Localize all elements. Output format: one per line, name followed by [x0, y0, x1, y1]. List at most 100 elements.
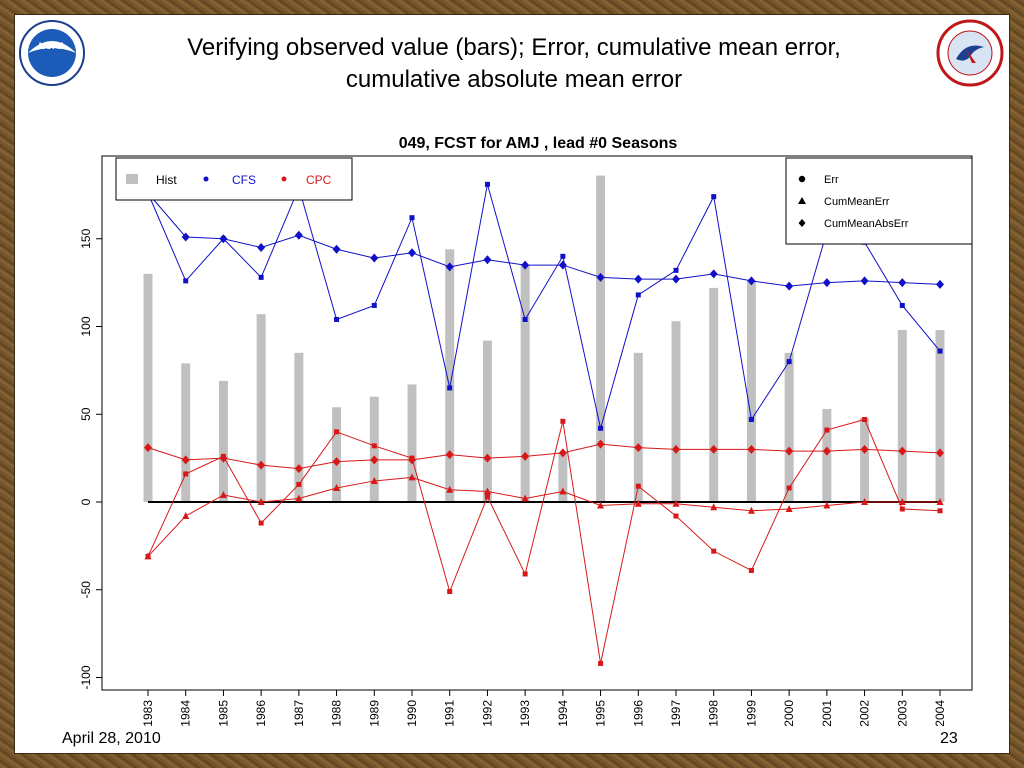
legend-hist-swatch [126, 174, 138, 184]
cpc-cummeanabserr-point [144, 443, 152, 453]
hist-bar [218, 380, 228, 502]
cpc-cummeanerr-point [898, 498, 906, 505]
cpc-err-point [862, 417, 868, 423]
x-tick-label: 1991 [443, 700, 457, 727]
cpc-cummeanerr-point [785, 505, 793, 513]
cpc-cummeanabserr-point [558, 448, 567, 458]
hist-bar [558, 452, 568, 502]
cpc-cummeanabserr-point [747, 444, 756, 454]
x-tick-label: 1999 [744, 700, 758, 727]
chart-svg: 049, FCST for AMJ , lead #0 Seasons -100… [79, 135, 973, 727]
cpc-cummeanerr-point [861, 498, 869, 505]
cpc-cummeanerr-point [521, 494, 529, 502]
x-tick-label: 1998 [707, 700, 721, 727]
cfs-err-point [258, 274, 264, 280]
x-tick-label: 1985 [216, 700, 230, 727]
cfs-cummeanabserr-point [634, 274, 643, 284]
cpc-err-point [824, 427, 830, 433]
cfs-err-point [711, 194, 717, 200]
cpc-err-line [147, 418, 941, 664]
cfs-err-point [371, 302, 377, 308]
x-tick-label: 2003 [895, 700, 909, 727]
hist-bar [482, 340, 492, 502]
cpc-cummeanerr-point [257, 498, 265, 505]
legend-cummeanabserr-marker [798, 219, 806, 227]
cpc-err-point [371, 443, 377, 449]
cpc-err-point [484, 494, 490, 500]
cpc-cummeanerr-point [182, 512, 190, 520]
cpc-cummeanerr-point [295, 494, 303, 502]
cfs-err-point [484, 181, 490, 187]
cfs-cummeanabserr-point [332, 244, 341, 254]
cpc-err-point [560, 418, 566, 424]
hist-bar [294, 352, 304, 502]
legend-series: Hist CFS CPC [115, 157, 353, 201]
legend-series-box [115, 157, 353, 201]
cpc-err-point [183, 471, 189, 477]
legend-cummeanerr-label: CumMeanErr [824, 196, 890, 208]
cfs-err-point [447, 385, 453, 391]
cfs-cummeanabserr-point [445, 262, 454, 272]
legend-err-marker [798, 175, 806, 183]
x-tick-label: 1984 [179, 700, 193, 727]
x-tick-label: 1993 [518, 700, 532, 727]
cpc-err-point [258, 520, 264, 526]
cpc-cummeanerr-point [333, 483, 341, 491]
hist-bar [935, 330, 945, 502]
cpc-cummeanabserr-line [147, 443, 941, 470]
national-weather-service-logo [936, 19, 1004, 87]
hist-bar [784, 352, 794, 502]
cfs-cummeanabserr-point [181, 232, 190, 242]
cpc-err-point [786, 485, 792, 491]
cpc-cummeanerr-point [144, 552, 152, 560]
title-line-2: cumulative absolute mean error [345, 66, 683, 93]
legend-markers-box [785, 157, 973, 245]
cpc-cummeanerr-point [219, 490, 227, 498]
x-tick-label: 1986 [254, 700, 268, 727]
slide-title: Verifying observed value (bars); Error, … [114, 32, 914, 96]
cfs-cummeanabserr-point [747, 276, 756, 286]
cpc-err-point [711, 548, 717, 554]
cpc-cummeanabserr-point [521, 451, 530, 461]
hist-bar [369, 396, 379, 502]
cfs-err-point [409, 215, 415, 221]
cpc-cummeanabserr-point [596, 439, 605, 449]
cfs-err-point [673, 267, 679, 273]
x-tick-label: 1992 [480, 700, 494, 727]
x-tick-label: 1990 [405, 700, 419, 727]
legend-err-label: Err [824, 174, 839, 186]
title-line-1: Verifying observed value (bars); Error, … [187, 34, 841, 61]
hist-bar [143, 273, 153, 502]
cpc-err-point [899, 506, 905, 512]
x-tick-label: 2001 [820, 700, 834, 727]
cpc-err-point [522, 571, 528, 577]
cfs-cummeanabserr-point [785, 281, 794, 291]
cfs-cummeanabserr-point [219, 234, 228, 244]
cfs-err-point [635, 292, 641, 298]
cfs-err-point [937, 348, 943, 354]
hist-bar [596, 175, 606, 502]
cpc-cummeanabserr-point [898, 446, 907, 456]
cpc-cummeanabserr-point [672, 444, 680, 454]
y-tick-label: 0 [79, 498, 93, 505]
y-axis: -100 -50 0 50 100 150 [79, 228, 102, 690]
cpc-err-point [748, 567, 754, 573]
hist-bar [897, 330, 907, 502]
cpc-cummeanabserr-point [936, 448, 944, 458]
cfs-err-point [598, 425, 604, 431]
y-tick-label: 150 [79, 228, 93, 248]
cpc-cummeanerr-point [446, 485, 454, 493]
cpc-err-point [447, 589, 453, 595]
cpc-cummeanerr-point [370, 476, 378, 484]
legend-cummeanabserr-label: CumMeanAbsErr [824, 218, 909, 230]
hist-bar [633, 352, 643, 502]
legend-markers: Err CumMeanErr CumMeanAbsErr [785, 157, 973, 245]
cpc-cummeanerr-point [710, 503, 718, 511]
cpc-cummeanabserr-point [822, 446, 831, 456]
cfs-cummeanabserr-point [860, 276, 869, 286]
series-lines [147, 184, 941, 664]
cfs-err-point [183, 278, 189, 284]
cfs-err-point [748, 417, 754, 423]
legend-cfs-label: CFS [232, 173, 256, 187]
x-axis: 1983 1984 1985 1986 1987 1988 1989 1990 1991 1992… [141, 690, 947, 727]
